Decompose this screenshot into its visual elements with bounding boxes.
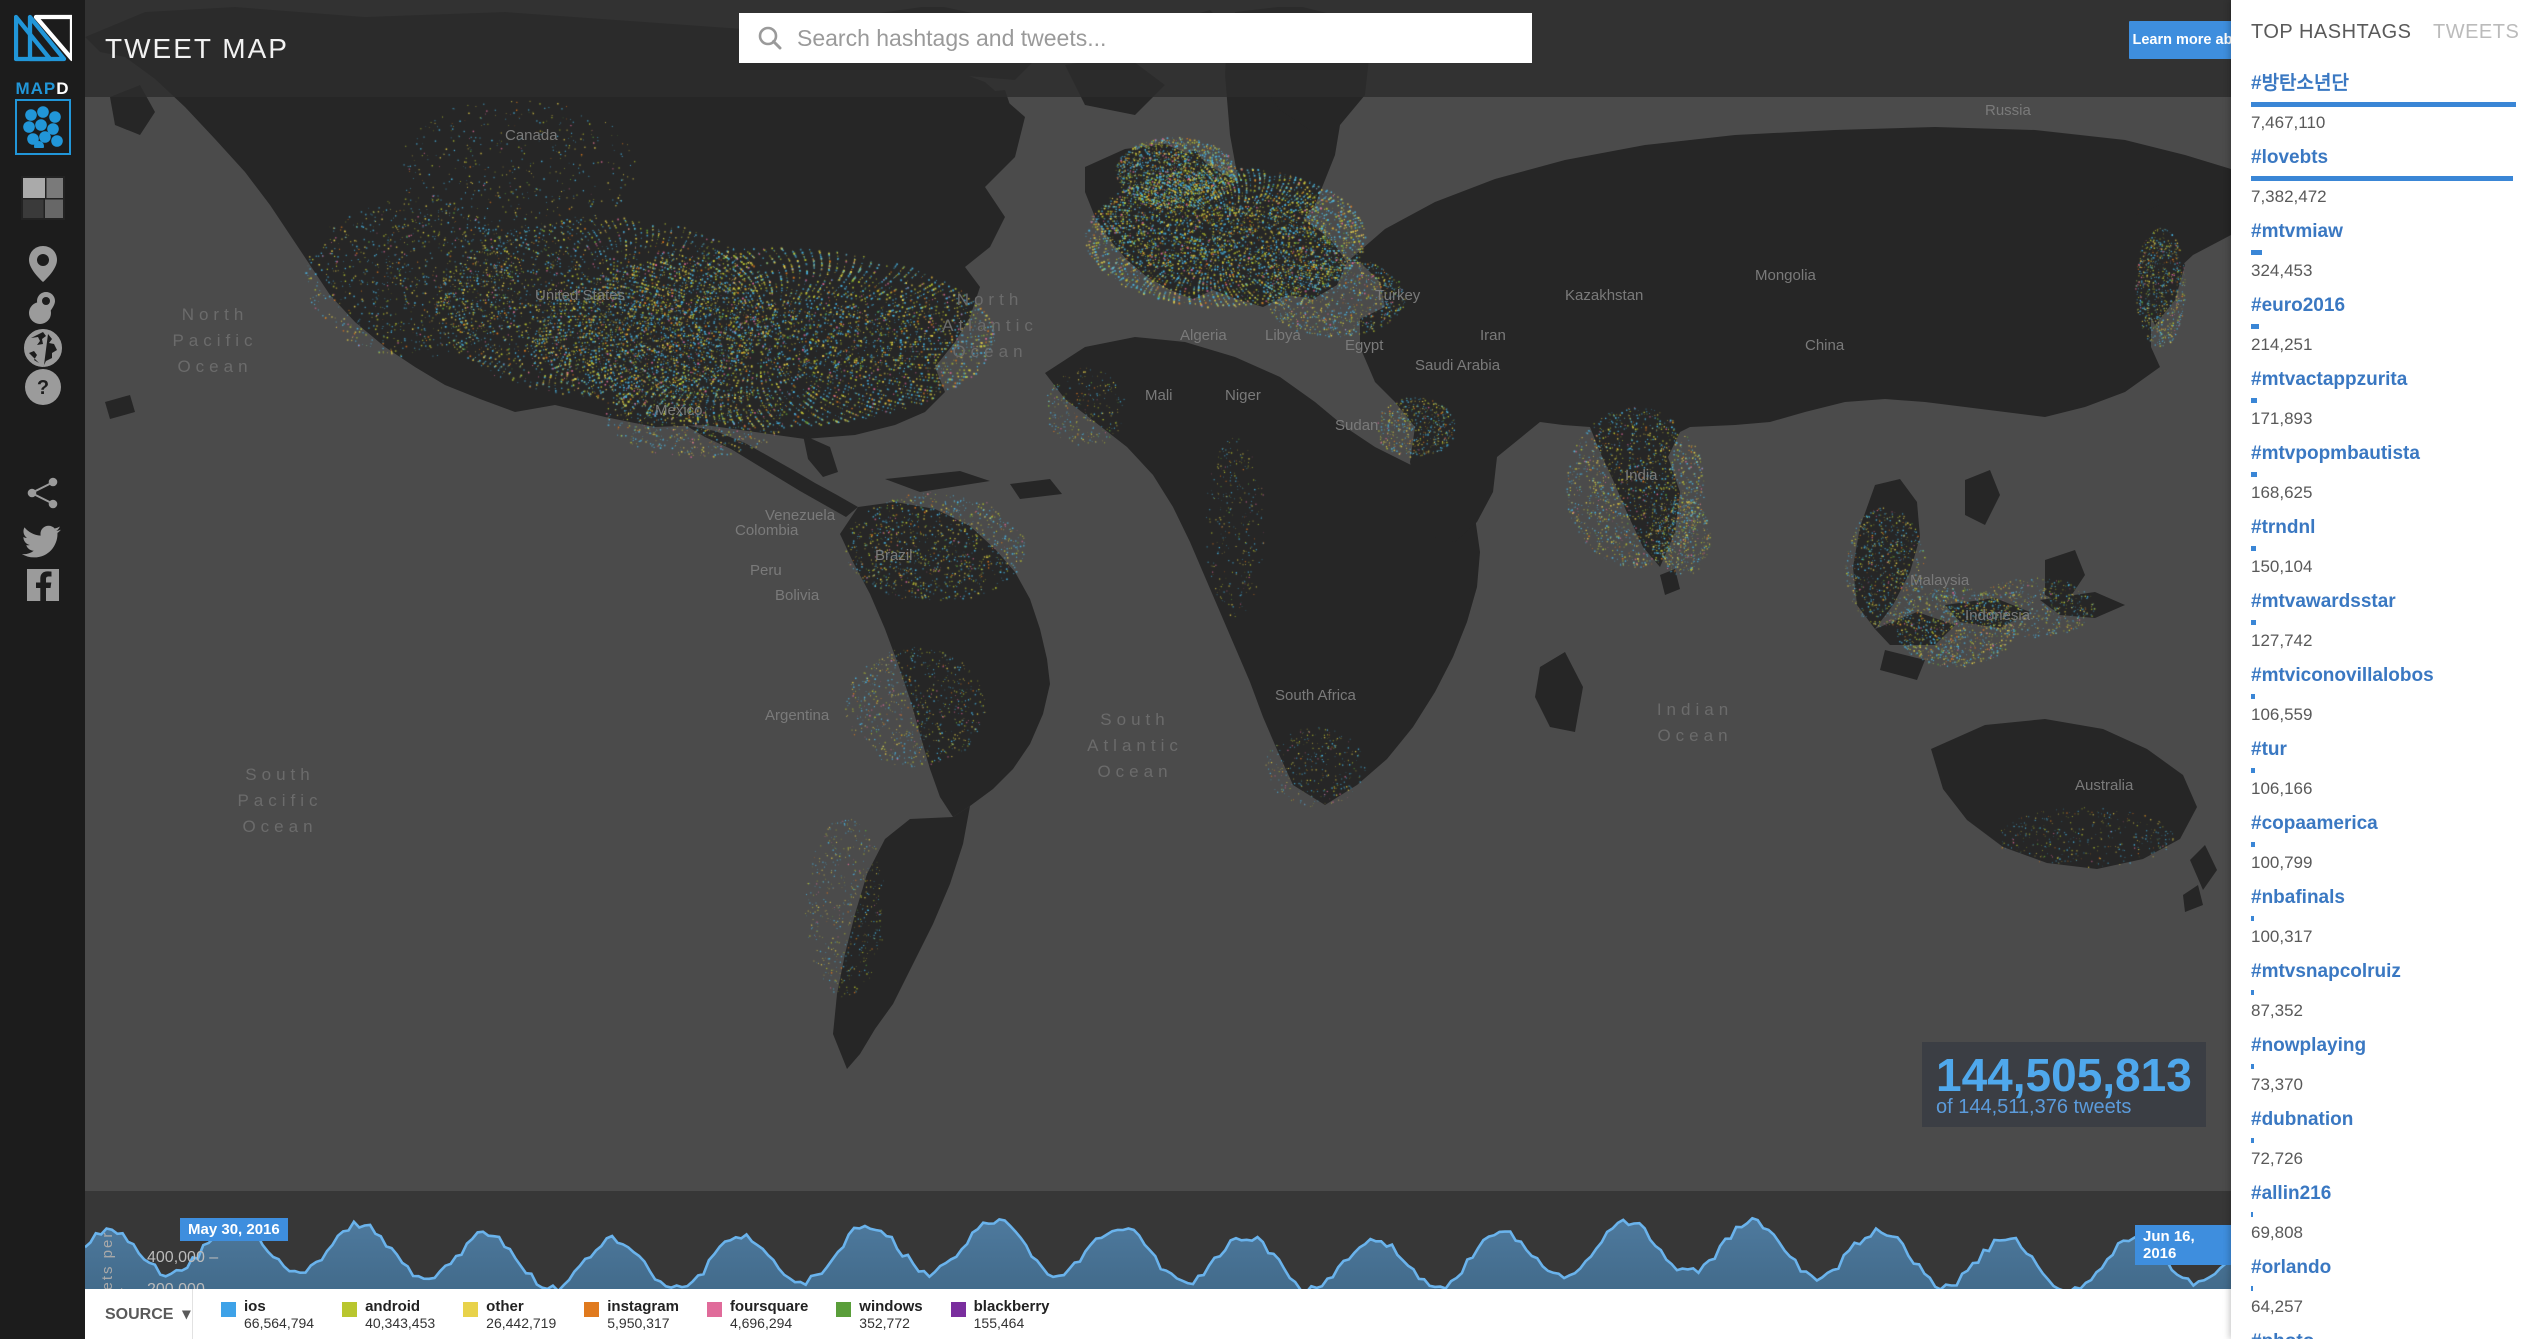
svg-text:?: ?	[36, 377, 48, 399]
